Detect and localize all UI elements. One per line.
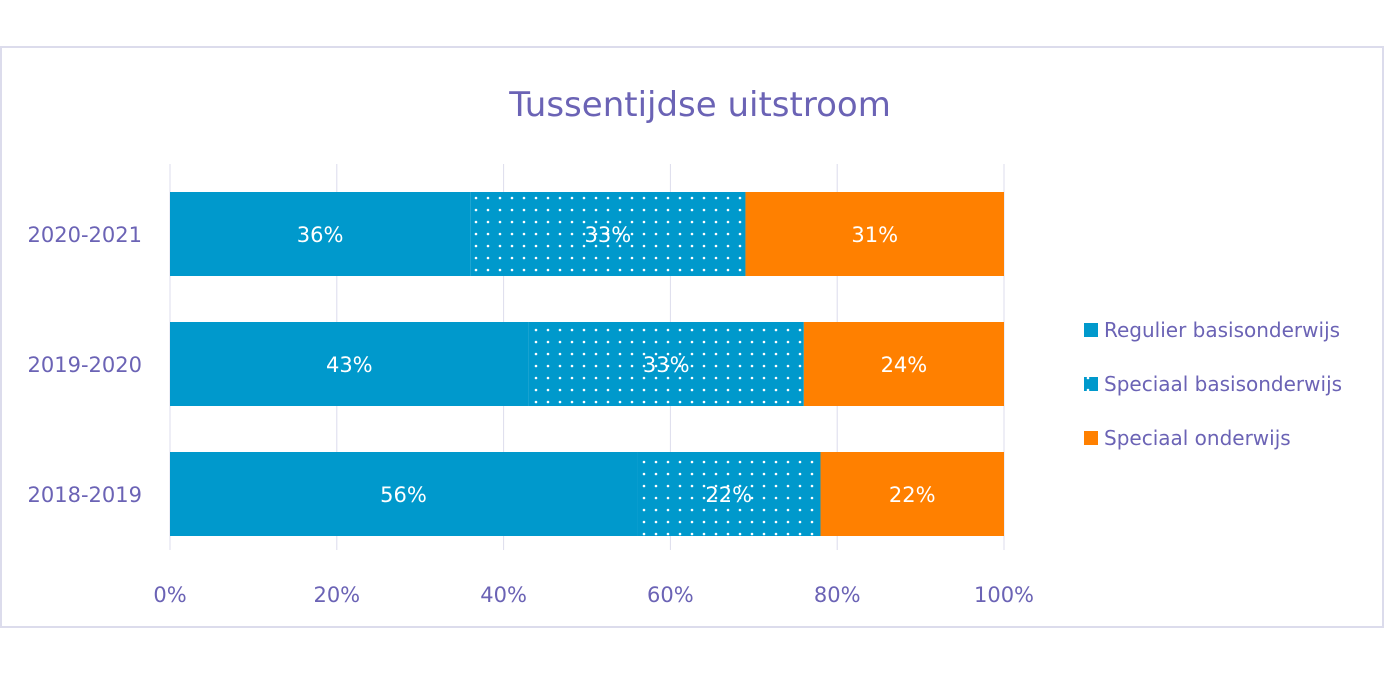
legend-swatch	[1084, 431, 1098, 445]
x-tick-label: 80%	[814, 583, 861, 607]
bar-segment	[170, 192, 471, 276]
x-tick-label: 40%	[480, 583, 527, 607]
bar-segment	[170, 322, 529, 406]
chart-frame: Tussentijdse uitstroom 36% 33% 31% 43% 33% 24…	[0, 46, 1384, 628]
category-label: 2019-2020	[28, 353, 142, 377]
x-tick-label: 100%	[974, 583, 1034, 607]
legend-swatch	[1084, 323, 1098, 337]
data-label: 31%	[851, 223, 898, 247]
bar-segment	[470, 192, 746, 276]
legend-label: Speciaal basisonderwijs	[1104, 372, 1342, 396]
legend: Regulier basisonderwijs Speciaal basisond…	[1084, 318, 1342, 450]
data-label: 33%	[585, 223, 632, 247]
stacked-bar-chart: Tussentijdse uitstroom 36% 33% 31% 43% 33% 24…	[28, 85, 1343, 607]
bar-segment	[803, 322, 1004, 406]
category-label: 2018-2019	[28, 483, 142, 507]
data-label: 24%	[881, 353, 928, 377]
x-tick-label: 20%	[313, 583, 360, 607]
bar-segment	[528, 322, 804, 406]
data-label: 43%	[326, 353, 373, 377]
bars: 36% 33% 31% 43% 33% 24% 56% 22% 22%	[170, 192, 1004, 536]
legend-swatch	[1084, 377, 1098, 391]
bar-segment	[820, 452, 1004, 536]
bar-segment	[745, 192, 1004, 276]
bar-segment	[637, 452, 821, 536]
data-label: 56%	[380, 483, 427, 507]
legend-label: Speciaal onderwijs	[1104, 426, 1291, 450]
data-label: 22%	[889, 483, 936, 507]
value-axis: 0% 20% 40% 60% 80% 100%	[153, 583, 1034, 607]
chart-title: Tussentijdse uitstroom	[508, 85, 891, 125]
x-tick-label: 0%	[153, 583, 186, 607]
bar-segment	[170, 452, 638, 536]
data-label: 36%	[297, 223, 344, 247]
data-label: 33%	[643, 353, 690, 377]
legend-label: Regulier basisonderwijs	[1104, 318, 1340, 342]
data-label: 22%	[705, 483, 752, 507]
category-label: 2020-2021	[28, 223, 142, 247]
x-tick-label: 60%	[647, 583, 694, 607]
category-axis: 2020-2021 2019-2020 2018-2019	[28, 223, 142, 507]
